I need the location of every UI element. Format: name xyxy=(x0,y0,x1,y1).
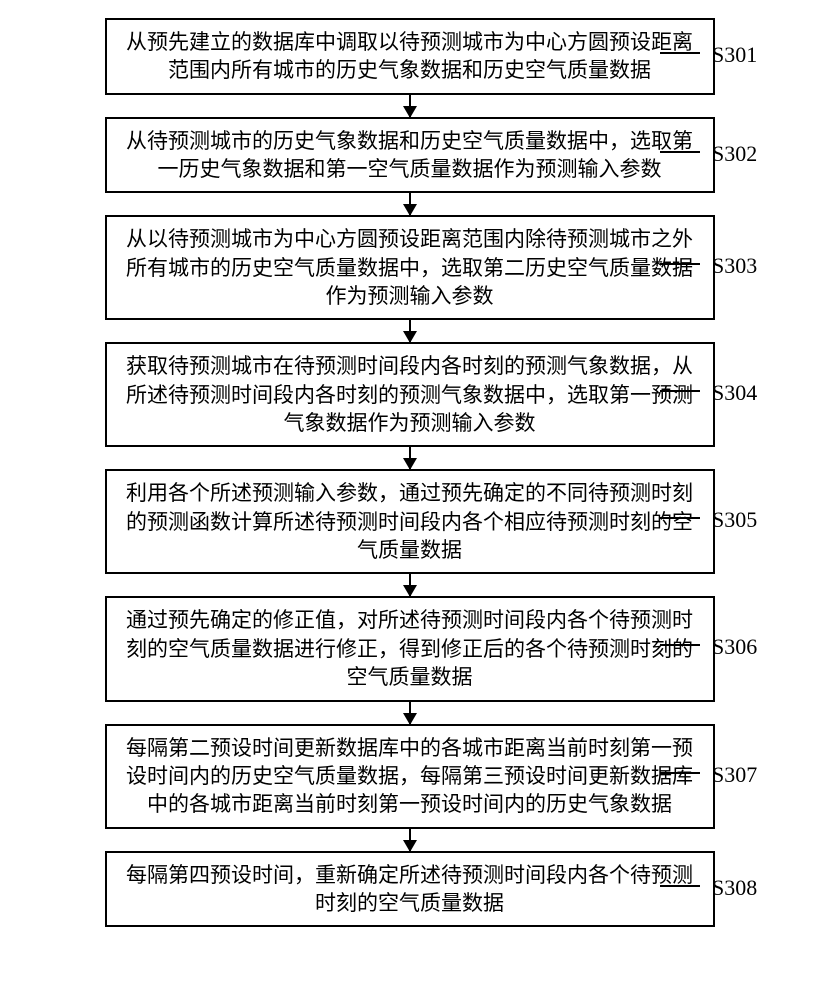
step-box: 从以待预测城市为中心方圆预设距离范围内除待预测城市之外所有城市的历史空气质量数据… xyxy=(105,215,715,320)
step-s306: 通过预先确定的修正值，对所述待预测时间段内各个待预测时刻的空气质量数据进行修正，… xyxy=(0,596,819,701)
step-label: S301 xyxy=(712,42,757,68)
step-s305: 利用各个所述预测输入参数，通过预先确定的不同待预测时刻的预测函数计算所述待预测时… xyxy=(0,469,819,574)
arrow-down xyxy=(409,702,411,724)
step-box: 每隔第四预设时间，重新确定所述待预测时间段内各个待预测时刻的空气质量数据 xyxy=(105,851,715,928)
arrow-down xyxy=(409,829,411,851)
step-label: S306 xyxy=(712,634,757,660)
step-box: 利用各个所述预测输入参数，通过预先确定的不同待预测时刻的预测函数计算所述待预测时… xyxy=(105,469,715,574)
flowchart-container: 从预先建立的数据库中调取以待预测城市为中心方圆预设距离范围内所有城市的历史气象数… xyxy=(0,0,819,927)
arrow-down xyxy=(409,447,411,469)
step-box: 从待预测城市的历史气象数据和历史空气质量数据中，选取第一历史气象数据和第一空气质… xyxy=(105,117,715,194)
step-label: S308 xyxy=(712,875,757,901)
connector-line xyxy=(660,644,700,646)
step-box: 每隔第二预设时间更新数据库中的各城市距离当前时刻第一预设时间内的历史空气质量数据… xyxy=(105,724,715,829)
connector-line xyxy=(660,517,700,519)
arrow-down xyxy=(409,193,411,215)
step-s301: 从预先建立的数据库中调取以待预测城市为中心方圆预设距离范围内所有城市的历史气象数… xyxy=(0,18,819,95)
step-s302: 从待预测城市的历史气象数据和历史空气质量数据中，选取第一历史气象数据和第一空气质… xyxy=(0,117,819,194)
connector-line xyxy=(660,390,700,392)
step-label: S307 xyxy=(712,762,757,788)
connector-line xyxy=(660,885,700,887)
connector-line xyxy=(660,263,700,265)
step-label: S304 xyxy=(712,380,757,406)
step-s307: 每隔第二预设时间更新数据库中的各城市距离当前时刻第一预设时间内的历史空气质量数据… xyxy=(0,724,819,829)
step-s304: 获取待预测城市在待预测时间段内各时刻的预测气象数据，从所述待预测时间段内各时刻的… xyxy=(0,342,819,447)
step-box: 获取待预测城市在待预测时间段内各时刻的预测气象数据，从所述待预测时间段内各时刻的… xyxy=(105,342,715,447)
arrow-down xyxy=(409,320,411,342)
step-s303: 从以待预测城市为中心方圆预设距离范围内除待预测城市之外所有城市的历史空气质量数据… xyxy=(0,215,819,320)
step-s308: 每隔第四预设时间，重新确定所述待预测时间段内各个待预测时刻的空气质量数据S308 xyxy=(0,851,819,928)
step-label: S305 xyxy=(712,507,757,533)
connector-line xyxy=(660,52,700,54)
step-label: S302 xyxy=(712,141,757,167)
step-label: S303 xyxy=(712,253,757,279)
connector-line xyxy=(660,772,700,774)
connector-line xyxy=(660,151,700,153)
arrow-down xyxy=(409,574,411,596)
step-box: 通过预先确定的修正值，对所述待预测时间段内各个待预测时刻的空气质量数据进行修正，… xyxy=(105,596,715,701)
arrow-down xyxy=(409,95,411,117)
step-box: 从预先建立的数据库中调取以待预测城市为中心方圆预设距离范围内所有城市的历史气象数… xyxy=(105,18,715,95)
